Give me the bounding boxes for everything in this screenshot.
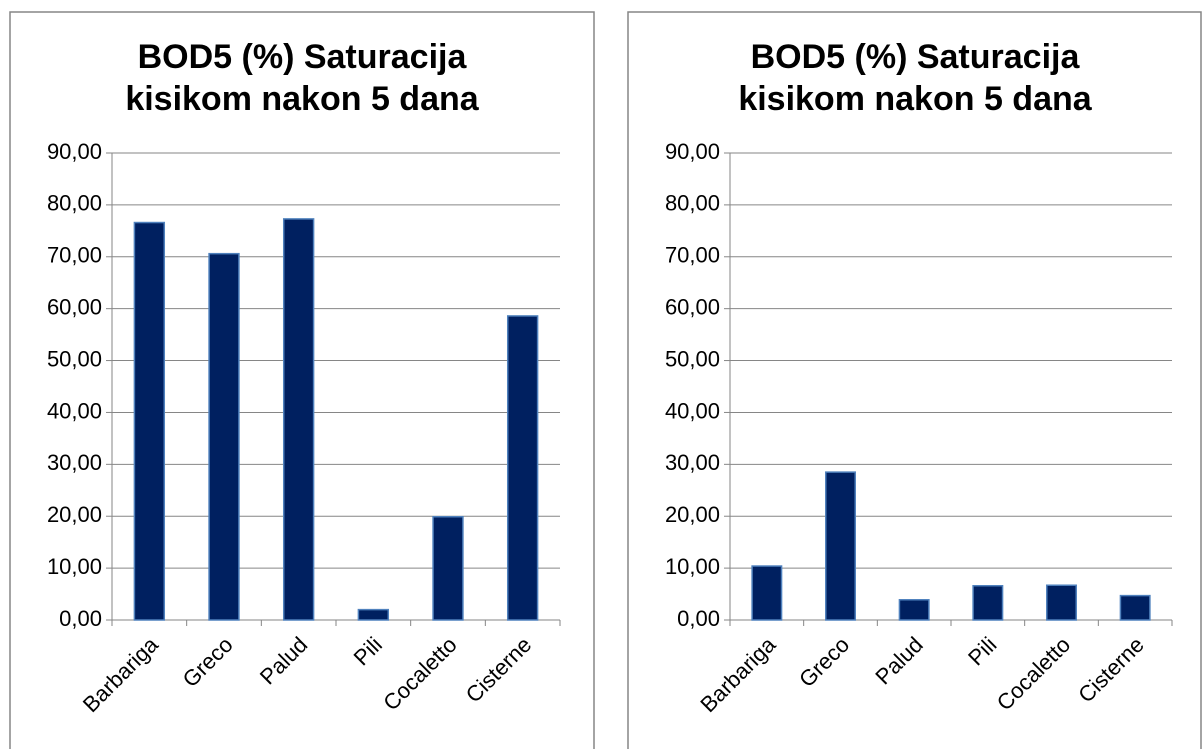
y-tick-label: 0,00 (59, 606, 102, 631)
x-tick-label: Pili (963, 632, 1001, 670)
y-tick-label: 80,00 (47, 191, 102, 216)
y-tick-label: 90,00 (665, 139, 720, 164)
chart-title: BOD5 (%) Saturacija kisikom nakon 5 dana (125, 38, 479, 118)
bar (432, 515, 464, 621)
bar (282, 218, 315, 621)
x-tick-label: Cisterne (461, 632, 537, 708)
x-tick-label: Cocaletto (378, 632, 461, 715)
x-tick-label: Barbariga (695, 631, 781, 717)
y-tick-label: 30,00 (47, 450, 102, 475)
bar (898, 599, 930, 621)
y-tick-label: 40,00 (47, 398, 102, 423)
y-tick-label: 20,00 (47, 502, 102, 527)
y-tick-label: 70,00 (665, 243, 720, 268)
bar (506, 315, 539, 621)
y-tick-label: 50,00 (47, 346, 102, 371)
y-tick-label: 80,00 (665, 191, 720, 216)
x-tick-label: Greco (178, 632, 238, 692)
y-tick-label: 70,00 (47, 243, 102, 268)
x-tick-label: Cisterne (1073, 632, 1149, 708)
x-tick-label: Palud (255, 632, 312, 689)
bar (133, 221, 166, 621)
y-tick-label: 20,00 (665, 502, 720, 527)
chart-frame (627, 11, 1202, 749)
bar (972, 585, 1004, 621)
bar (208, 252, 240, 621)
y-tick-label: 0,00 (677, 606, 720, 631)
bar (825, 471, 856, 621)
x-tick-label: Greco (794, 632, 854, 692)
chart-frame (9, 11, 595, 749)
x-tick-label: Barbariga (78, 631, 164, 717)
y-tick-label: 10,00 (47, 554, 102, 579)
y-tick-label: 60,00 (665, 294, 720, 319)
bar (751, 565, 783, 621)
y-tick-label: 30,00 (665, 450, 720, 475)
y-tick-label: 10,00 (665, 554, 720, 579)
x-tick-label: Palud (870, 632, 927, 689)
y-tick-label: 90,00 (47, 139, 102, 164)
y-tick-label: 40,00 (665, 398, 720, 423)
bar (357, 608, 390, 621)
bar (1046, 584, 1077, 621)
x-tick-label: Cocaletto (992, 632, 1075, 715)
y-tick-label: 60,00 (47, 294, 102, 319)
y-tick-label: 50,00 (665, 346, 720, 371)
chart-title: BOD5 (%) Saturacija kisikom nakon 5 dana (738, 38, 1092, 118)
x-tick-label: Pili (349, 632, 387, 670)
bar (1119, 594, 1151, 621)
